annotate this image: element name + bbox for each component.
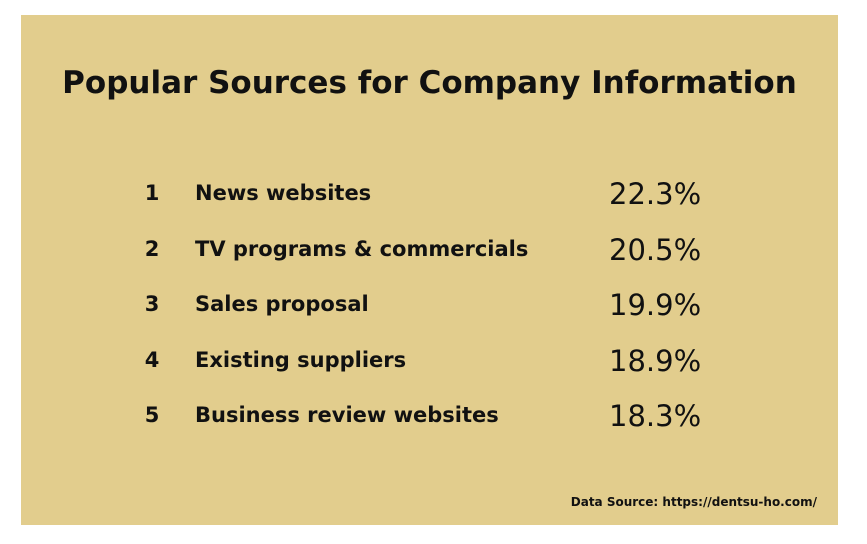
table-row: 4 Existing suppliers 18.9% [21,340,838,380]
rank: 3 [144,292,160,316]
table-row: 1 News websites 22.3% [21,173,838,213]
source: Data Source: https://dentsu-ho.com/ [570,495,817,509]
label: News websites [195,181,372,205]
value: 22.3% [609,177,702,211]
value: 18.3% [609,399,702,433]
rank: 4 [144,347,160,372]
value: 19.9% [609,288,702,322]
title: Popular Sources for Company Information [62,65,797,101]
rank: 2 [144,236,160,261]
rank: 1 [144,181,160,205]
label: Sales proposal [195,292,369,316]
table-row: 3 Sales proposal 19.9% [21,284,838,324]
label: TV programs & commercials [195,236,529,261]
panel: Popular Sources for Company Information … [21,15,838,525]
label: Existing suppliers [195,347,407,372]
label: Business review websites [195,403,499,427]
table-row: 5 Business review websites 18.3% [21,395,838,435]
rank: 5 [144,403,160,427]
value: 18.9% [609,343,702,378]
table-row: 2 TV programs & commercials 20.5% [21,229,838,269]
value: 20.5% [609,232,702,267]
